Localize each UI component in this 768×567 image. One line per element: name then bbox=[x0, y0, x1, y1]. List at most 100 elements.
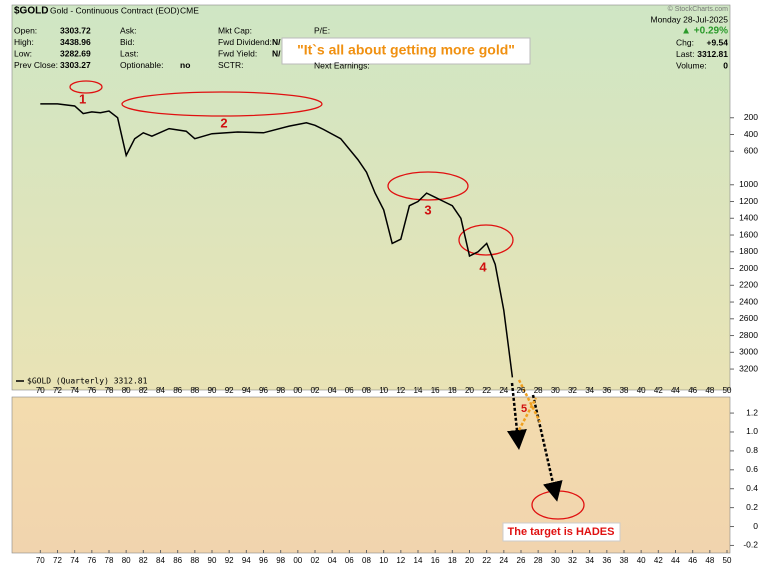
x-tick-label: 36 bbox=[602, 556, 611, 565]
title: Gold - Continuous Contract (EOD) bbox=[50, 5, 180, 15]
x-tick-label: 18 bbox=[448, 386, 457, 395]
field-label: Last: bbox=[120, 48, 138, 58]
x-tick-label: 84 bbox=[156, 556, 165, 565]
x-tick-label: 46 bbox=[688, 556, 697, 565]
field-label: Volume: bbox=[676, 60, 707, 70]
x-tick-label: 94 bbox=[242, 556, 251, 565]
x-tick-label: 82 bbox=[139, 386, 148, 395]
x-tick-label: 92 bbox=[225, 386, 234, 395]
x-tick-label: 88 bbox=[190, 556, 199, 565]
x-tick-label: 12 bbox=[396, 386, 405, 395]
field-label: Fwd Dividend: bbox=[218, 37, 272, 47]
target-text: The target is HADES bbox=[508, 526, 615, 538]
target-box bbox=[502, 522, 621, 542]
x-tick-label: 20 bbox=[465, 556, 474, 565]
y-tick-label: 0 bbox=[753, 521, 758, 531]
y-tick-label: 3000 bbox=[739, 347, 758, 357]
y-tick-label: 1600 bbox=[739, 229, 758, 239]
y-tick-label: 0.8 bbox=[746, 445, 758, 455]
x-tick-label: 84 bbox=[156, 386, 165, 395]
ellipse bbox=[69, 80, 103, 94]
x-tick-label: 06 bbox=[345, 386, 354, 395]
price-line bbox=[40, 103, 514, 378]
x-tick-label: 10 bbox=[379, 386, 388, 395]
y-tick-label: 1800 bbox=[739, 246, 758, 256]
symbol: $GOLD bbox=[14, 6, 48, 17]
y-tick-label: 0.2 bbox=[746, 502, 758, 512]
x-tick-label: 70 bbox=[36, 556, 45, 565]
y-tick-label: -0.2 bbox=[743, 540, 758, 550]
x-tick-label: 38 bbox=[620, 386, 629, 395]
x-tick-label: 42 bbox=[654, 556, 663, 565]
field-label: High: bbox=[14, 37, 34, 47]
y-tick-label: 3200 bbox=[739, 363, 758, 373]
x-tick-label: 48 bbox=[705, 556, 714, 565]
x-tick-label: 98 bbox=[276, 556, 285, 565]
x-tick-label: 78 bbox=[105, 556, 114, 565]
x-tick-label: 32 bbox=[568, 556, 577, 565]
field-value: 3303.27 bbox=[60, 60, 91, 70]
x-tick-label: 92 bbox=[225, 556, 234, 565]
field-label: SCTR: bbox=[218, 60, 244, 70]
x-tick-label: 96 bbox=[259, 556, 268, 565]
x-tick-label: 76 bbox=[87, 386, 96, 395]
x-tick-label: 94 bbox=[242, 386, 251, 395]
x-tick-label: 50 bbox=[723, 386, 732, 395]
x-tick-label: 12 bbox=[396, 556, 405, 565]
field-label: Optionable: bbox=[120, 60, 163, 70]
y-tick-label: 1000 bbox=[739, 179, 758, 189]
x-tick-label: 02 bbox=[311, 386, 320, 395]
y-tick-label: 2400 bbox=[739, 296, 758, 306]
x-tick-label: 38 bbox=[620, 556, 629, 565]
x-tick-label: 90 bbox=[208, 386, 217, 395]
x-tick-label: 74 bbox=[70, 386, 79, 395]
x-tick-label: 16 bbox=[431, 556, 440, 565]
x-tick-label: 14 bbox=[414, 556, 423, 565]
field-value: +9.54 bbox=[706, 37, 728, 47]
x-tick-label: 70 bbox=[36, 386, 45, 395]
x-tick-label: 96 bbox=[259, 386, 268, 395]
y-tick-label: 2600 bbox=[739, 313, 758, 323]
x-tick-label: 08 bbox=[362, 556, 371, 565]
x-tick-label: 18 bbox=[448, 556, 457, 565]
field-value: N/ bbox=[272, 48, 281, 58]
x-tick-label: 90 bbox=[208, 556, 217, 565]
y-tick-label: 1.2 bbox=[746, 407, 758, 417]
change: ▲ +0.29% bbox=[681, 26, 728, 37]
ellipse bbox=[458, 224, 514, 256]
date: Monday 28-Jul-2025 bbox=[651, 14, 729, 24]
annotation-number: 3 bbox=[424, 202, 431, 217]
x-tick-label: 04 bbox=[328, 556, 337, 565]
field-value: 3282.69 bbox=[60, 48, 91, 58]
annotation-number: 4 bbox=[479, 259, 487, 274]
main-panel bbox=[12, 5, 730, 390]
x-tick-label: 50 bbox=[723, 556, 732, 565]
x-tick-label: 76 bbox=[87, 556, 96, 565]
x-tick-label: 20 bbox=[465, 386, 474, 395]
field-value: 0 bbox=[723, 60, 728, 70]
exchange: CME bbox=[180, 5, 199, 15]
arrow bbox=[517, 379, 542, 423]
y-tick-label: 2800 bbox=[739, 330, 758, 340]
x-tick-label: 14 bbox=[414, 386, 423, 395]
x-tick-label: 10 bbox=[379, 556, 388, 565]
y-tick-label: 1.0 bbox=[746, 426, 758, 436]
x-tick-label: 30 bbox=[551, 556, 560, 565]
quote-box bbox=[281, 37, 531, 65]
x-tick-label: 80 bbox=[122, 386, 131, 395]
x-tick-label: 04 bbox=[328, 386, 337, 395]
main-border bbox=[11, 4, 731, 391]
x-tick-label: 06 bbox=[345, 556, 354, 565]
y-tick-label: 600 bbox=[744, 146, 758, 156]
copyright: © StockCharts.com bbox=[668, 5, 729, 13]
x-tick-label: 34 bbox=[585, 386, 594, 395]
field-label: Bid: bbox=[120, 37, 135, 47]
x-tick-label: 16 bbox=[431, 386, 440, 395]
field-label: Chg: bbox=[676, 37, 694, 47]
x-tick-label: 22 bbox=[482, 556, 491, 565]
field-value: 3438.96 bbox=[60, 37, 91, 47]
x-tick-label: 82 bbox=[139, 556, 148, 565]
x-tick-label: 44 bbox=[671, 386, 680, 395]
field-label: Open: bbox=[14, 25, 37, 35]
